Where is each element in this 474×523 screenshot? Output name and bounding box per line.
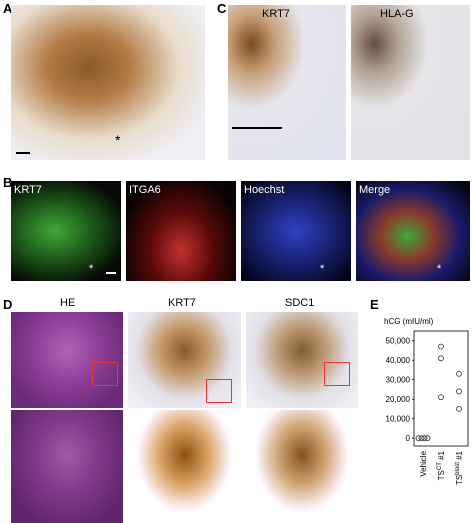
micrograph bbox=[11, 181, 121, 281]
label-part: #1 bbox=[437, 450, 446, 462]
data-point bbox=[415, 435, 422, 442]
scale-bar bbox=[16, 152, 30, 154]
zoom-box bbox=[206, 379, 232, 403]
asterisk: * bbox=[115, 132, 121, 148]
micrograph bbox=[246, 410, 358, 523]
axis-title: hCG (mIU/ml) bbox=[384, 317, 434, 326]
panel-label: HE bbox=[60, 297, 76, 309]
panel-letter: D bbox=[3, 297, 13, 312]
zoom-box bbox=[92, 362, 118, 386]
y-tick-label: 40,000 bbox=[386, 356, 411, 365]
micrograph bbox=[228, 5, 346, 160]
scale-bar bbox=[232, 127, 282, 129]
data-point bbox=[418, 435, 425, 442]
panel-label: SDC1 bbox=[285, 297, 315, 309]
micrograph bbox=[128, 410, 241, 523]
x-tick-label: TSCT #1 bbox=[437, 450, 446, 480]
x-tick-label: Vehicle bbox=[419, 450, 428, 476]
panel-label: Merge bbox=[359, 184, 391, 196]
panel-letter: B bbox=[3, 175, 13, 190]
y-tick-label: 50,000 bbox=[386, 337, 411, 346]
data-point bbox=[456, 370, 462, 377]
x-tick-label: TSblast #1 bbox=[455, 450, 464, 485]
panel-label: KRT7 bbox=[262, 8, 290, 20]
label-part: blast bbox=[455, 462, 461, 475]
micrograph bbox=[126, 181, 236, 281]
y-tick-label: 0 bbox=[406, 434, 411, 443]
y-tick-label: 30,000 bbox=[386, 376, 411, 385]
micrograph bbox=[11, 5, 205, 160]
panel-label: Hoechst bbox=[244, 184, 285, 196]
scale-bar bbox=[106, 272, 116, 274]
zoom-box bbox=[324, 362, 350, 386]
data-point bbox=[421, 435, 428, 442]
data-point bbox=[456, 388, 462, 395]
asterisk: * bbox=[437, 263, 442, 275]
micrograph bbox=[241, 181, 351, 281]
label-part: TS bbox=[455, 475, 464, 485]
panel-letter: C bbox=[217, 1, 227, 16]
micrograph bbox=[351, 5, 470, 160]
micrograph bbox=[128, 312, 241, 408]
panel-letter: A bbox=[3, 1, 13, 16]
micrograph bbox=[356, 181, 470, 281]
panel-label: ITGA6 bbox=[129, 184, 161, 196]
label-part: TS bbox=[437, 470, 446, 480]
y-tick-label: 20,000 bbox=[386, 395, 411, 404]
micrograph bbox=[11, 410, 123, 523]
y-tick-label: 10,000 bbox=[386, 415, 411, 424]
data-point bbox=[438, 343, 444, 350]
data-point bbox=[456, 406, 462, 412]
micrograph bbox=[11, 312, 123, 408]
data-point bbox=[438, 355, 444, 362]
panel-label: KRT7 bbox=[14, 184, 42, 196]
asterisk: * bbox=[89, 263, 94, 275]
panel-letter: E bbox=[370, 297, 379, 312]
micrograph bbox=[246, 312, 358, 408]
label-part: #1 bbox=[455, 450, 464, 462]
plot-frame bbox=[413, 330, 469, 447]
label-part: CT bbox=[437, 462, 443, 470]
data-point bbox=[438, 394, 444, 401]
asterisk: * bbox=[320, 263, 325, 275]
panel-label: HLA-G bbox=[380, 8, 414, 20]
data-point bbox=[424, 435, 431, 442]
panel-label: KRT7 bbox=[168, 297, 196, 309]
chart: hCG (mIU/ml) 0 10,000 20,000 30,000 40,000 50… bbox=[384, 317, 469, 485]
